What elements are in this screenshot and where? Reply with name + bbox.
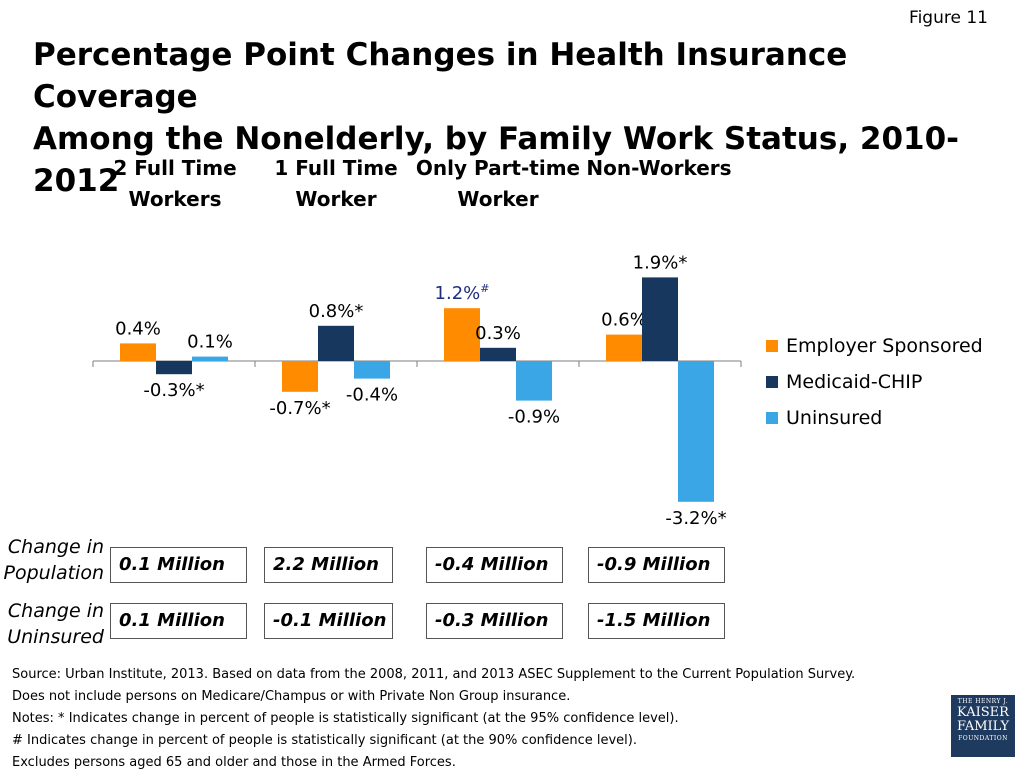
bar-uninsured	[192, 356, 228, 361]
source-note-line: Excludes persons aged 65 and older and t…	[12, 755, 456, 770]
legend-item-employer: Employer Sponsored	[766, 328, 983, 364]
bar-chart: 0.4% -0.7%* 1.2%# 0.6% -0.3%* 0.8%* 0.3% 1.9%* 0…	[92, 252, 742, 529]
group-header-part-time: Only Part-time Worker	[413, 153, 583, 215]
legend-swatch-employer	[766, 340, 778, 352]
chart-title-line-2: Among the Nonelderly, by Family Work Sta…	[33, 121, 960, 199]
group-header-line-2: Workers	[128, 187, 222, 211]
legend-swatch-medicaid	[766, 376, 778, 388]
population-row-label: Change in Population	[0, 534, 104, 586]
population-row-label-line-1: Change in	[7, 536, 104, 558]
data-label-medicaid: 0.8%*	[309, 301, 364, 322]
bar-uninsured	[354, 361, 390, 379]
bar-medicaid	[642, 277, 678, 361]
bar-employer	[282, 361, 318, 392]
data-label-uninsured: -3.2%*	[665, 508, 726, 529]
group-header-line-2: Non-Workers	[586, 156, 732, 180]
group-header-2-full-time: 2 Full Time Workers	[90, 153, 260, 215]
source-note-line: # Indicates change in percent of people …	[12, 733, 637, 748]
kaiser-family-foundation-logo: THE HENRY J. KAISER FAMILY FOUNDATION	[951, 695, 1015, 757]
legend-label-employer: Employer Sponsored	[786, 335, 983, 357]
legend-label-medicaid: Medicaid-CHIP	[786, 371, 923, 393]
source-note-line: Does not include persons on Medicare/Cha…	[12, 689, 571, 704]
chart-title: Percentage Point Changes in Health Insur…	[33, 34, 973, 202]
group-header-line-2: Worker	[457, 187, 539, 211]
bar-medicaid	[480, 347, 516, 361]
group-header-line-1: Only Part-time	[415, 156, 581, 180]
bar-uninsured	[678, 361, 714, 502]
data-label-uninsured: -0.4%	[346, 385, 398, 406]
bar-employer	[606, 334, 642, 361]
uninsured-change-box: 0.1 Million	[110, 603, 247, 639]
legend-item-uninsured: Uninsured	[766, 400, 983, 436]
data-label-employer: -0.7%*	[269, 398, 330, 419]
group-header-line-2: Worker	[295, 187, 377, 211]
population-row-label-line-2: Population	[3, 562, 104, 584]
source-note-line: Source: Urban Institute, 2013. Based on …	[12, 667, 856, 682]
data-label-medicaid: 0.3%	[475, 323, 521, 344]
bar-medicaid	[156, 361, 192, 375]
chart-title-line-1: Percentage Point Changes in Health Insur…	[33, 37, 848, 115]
figure-label: Figure 11	[909, 8, 988, 28]
uninsured-row-label-line-2: Uninsured	[7, 626, 104, 648]
bar-uninsured	[516, 361, 552, 401]
bar-employer	[444, 308, 480, 361]
data-label-medicaid: 1.9%*	[633, 252, 688, 273]
data-label-employer: 0.6%	[601, 310, 647, 331]
data-label-medicaid: -0.3%*	[143, 380, 204, 401]
uninsured-change-box: -0.3 Million	[426, 603, 563, 639]
population-change-box: -0.9 Million	[588, 547, 725, 583]
legend-label-uninsured: Uninsured	[786, 407, 883, 429]
data-label-employer: 1.2%#	[435, 282, 490, 304]
data-label-uninsured: -0.9%	[508, 407, 560, 428]
group-header-line-1: 2 Full Time	[113, 156, 237, 180]
legend-item-medicaid: Medicaid-CHIP	[766, 364, 983, 400]
uninsured-change-box: -1.5 Million	[588, 603, 725, 639]
legend-swatch-uninsured	[766, 412, 778, 424]
bar-employer	[120, 343, 156, 361]
source-note-line: Notes: * Indicates change in percent of …	[12, 711, 679, 726]
group-header-1-full-time: 1 Full Time Worker	[251, 153, 421, 215]
population-change-box: 0.1 Million	[110, 547, 247, 583]
uninsured-row-label-line-1: Change in	[7, 600, 104, 622]
source-notes: Source: Urban Institute, 2013. Based on …	[12, 664, 855, 774]
group-header-line-1: 1 Full Time	[274, 156, 398, 180]
group-header-non-workers: Non-Workers	[574, 153, 744, 184]
population-change-box: -0.4 Million	[426, 547, 563, 583]
data-label-uninsured: 0.1%	[187, 332, 233, 353]
data-label-employer: 0.4%	[115, 318, 161, 339]
uninsured-row-label: Change in Uninsured	[0, 598, 104, 650]
bar-medicaid	[318, 325, 354, 361]
data-label-superscript: #	[480, 282, 489, 295]
population-change-box: 2.2 Million	[264, 547, 393, 583]
uninsured-change-box: -0.1 Million	[264, 603, 393, 639]
chart-legend: Employer Sponsored Medicaid-CHIP Uninsur…	[766, 328, 983, 436]
